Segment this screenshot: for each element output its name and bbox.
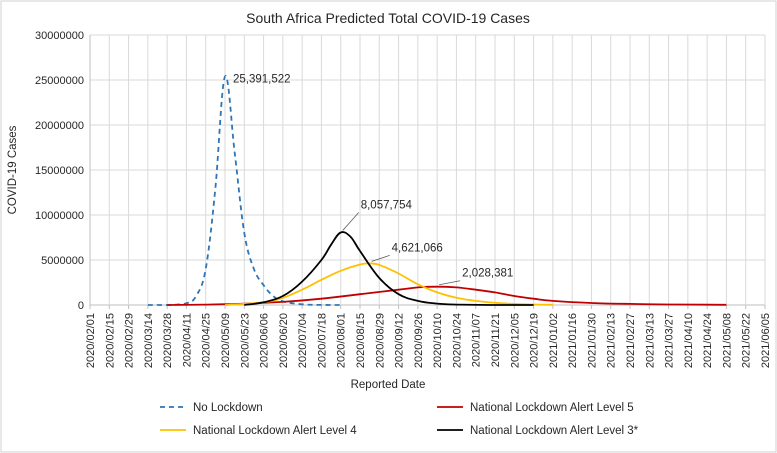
legend-item-2: National Lockdown Alert Level 4	[160, 425, 357, 437]
y-tick-label: 10000000	[35, 210, 84, 222]
x-tick-label: 2020/12/05	[509, 313, 521, 368]
x-tick-label: 2020/06/06	[259, 313, 271, 368]
y-tick-label: 25000000	[35, 75, 84, 87]
x-tick-label: 2021/05/08	[721, 313, 733, 368]
x-tick-label: 2020/08/15	[355, 313, 367, 368]
y-tick-label: 0	[78, 300, 84, 312]
legend: No Lockdown National Lockdown Alert Level…	[160, 402, 639, 437]
series-line-3	[244, 231, 534, 306]
y-tick-label: 5000000	[41, 255, 84, 267]
data-label: 4,621,066	[392, 242, 443, 254]
series-line-1	[167, 285, 727, 306]
x-tick-label: 2020/02/29	[124, 313, 136, 368]
data-label: 25,391,522	[233, 73, 291, 85]
legend-item-1: National Lockdown Alert Level 5	[437, 402, 634, 414]
legend-label: No Lockdown	[193, 402, 263, 414]
x-axis-title: Reported Date	[351, 379, 426, 391]
x-tick-label: 2021/02/13	[606, 313, 618, 368]
x-tick-label: 2020/03/28	[162, 313, 174, 368]
annotation-leader	[342, 212, 360, 231]
x-tick-label: 2020/02/01	[85, 313, 97, 368]
x-tick-label: 2020/10/10	[432, 313, 444, 368]
x-tick-label: 2020/09/26	[413, 313, 425, 368]
series-layer	[147, 75, 727, 306]
y-tick-label: 20000000	[35, 120, 84, 132]
x-tick-label: 2021/06/05	[760, 313, 772, 368]
x-tick-label: 2020/04/11	[181, 313, 193, 367]
x-tick-label: 2020/11/21	[490, 313, 502, 367]
series-line-0	[147, 75, 341, 306]
x-tick-label: 2020/08/01	[336, 313, 348, 368]
series-line-2	[224, 262, 553, 306]
legend-label: National Lockdown Alert Level 4	[193, 425, 357, 437]
x-tick-label: 2020/04/25	[201, 313, 213, 368]
x-tick-label: 2021/01/16	[567, 313, 579, 368]
x-tick-label: 2020/11/07	[471, 313, 483, 367]
x-tick-label: 2021/03/27	[664, 313, 676, 368]
x-tick-label: 2020/05/09	[220, 313, 232, 368]
chart-title: South Africa Predicted Total COVID-19 Ca…	[246, 10, 530, 26]
x-tick-label: 2021/01/02	[548, 313, 560, 368]
x-tick-label: 2021/04/24	[702, 313, 714, 368]
x-tick-label: 2021/01/30	[586, 313, 598, 368]
legend-label: National Lockdown Alert Level 5	[470, 402, 634, 414]
x-tick-label: 2021/02/27	[625, 313, 637, 368]
x-tick-label: 2020/12/19	[529, 313, 541, 368]
y-axis-title: COVID-19 Cases	[7, 125, 19, 214]
x-tick-label: 2020/07/18	[316, 313, 328, 368]
legend-item-3: National Lockdown Alert Level 3*	[437, 425, 639, 437]
x-tick-label: 2020/09/12	[394, 313, 406, 368]
axis-layer: 0 5000000 10000000 15000000 20000000 25000000…	[35, 30, 772, 368]
x-tick-label: 2020/06/20	[278, 313, 290, 368]
y-tick-label: 15000000	[35, 165, 84, 177]
data-label: 2,028,381	[462, 268, 513, 280]
annotation-leader	[371, 255, 390, 262]
legend-label: National Lockdown Alert Level 3*	[470, 425, 639, 437]
y-tick-label: 30000000	[35, 30, 84, 42]
x-tick-label: 2021/05/22	[741, 313, 753, 368]
x-tick-label: 2020/07/04	[297, 313, 309, 368]
x-tick-label: 2020/05/23	[239, 313, 251, 368]
x-tick-label: 2020/03/14	[143, 313, 155, 368]
x-tick-label: 2020/10/24	[451, 313, 463, 368]
x-tick-label: 2020/02/15	[104, 313, 116, 368]
x-tick-label: 2021/03/13	[644, 313, 656, 368]
data-label: 8,057,754	[361, 199, 413, 211]
x-tick-label: 2021/04/10	[683, 313, 695, 368]
x-tick-label: 2020/08/29	[374, 313, 386, 368]
annotation-layer: 25,391,522 8,057,754 4,621,066 2,028,381	[233, 73, 513, 286]
annotation-leader	[439, 280, 461, 286]
legend-item-0: No Lockdown	[160, 402, 263, 414]
